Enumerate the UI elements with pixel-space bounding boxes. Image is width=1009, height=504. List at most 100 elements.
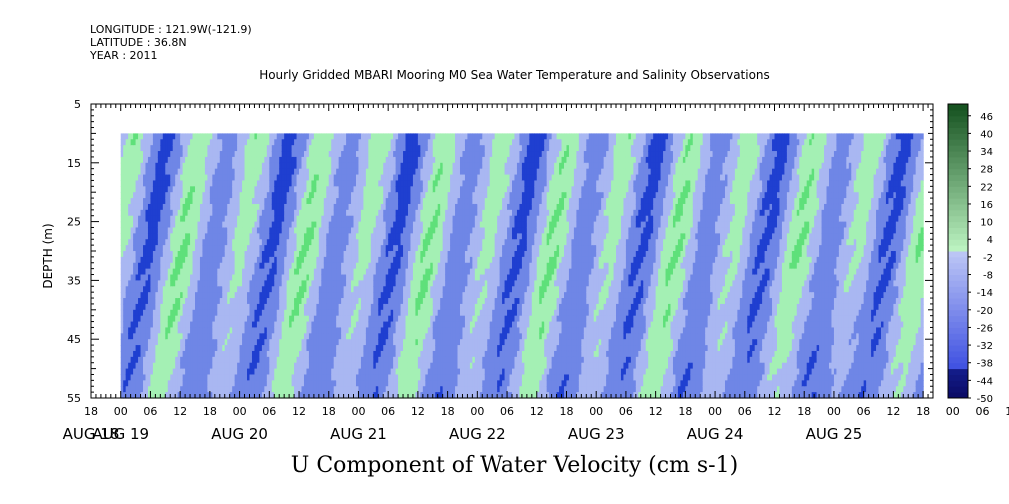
heatmap-cell <box>380 256 384 264</box>
heatmap-cell <box>187 303 191 311</box>
heatmap-cell <box>140 133 144 140</box>
heatmap-cell <box>140 262 144 270</box>
heatmap-cell <box>326 380 330 387</box>
heatmap-cell <box>296 309 300 317</box>
heatmap-cell <box>160 362 164 370</box>
heatmap-cell <box>182 215 186 223</box>
heatmap-cell <box>353 162 357 170</box>
heatmap-cell <box>130 162 134 170</box>
heatmap-cell <box>311 156 315 164</box>
heatmap-cell <box>360 298 365 305</box>
heatmap-cell <box>234 268 238 276</box>
heatmap-cell <box>145 356 149 364</box>
heatmap-cell <box>157 162 161 170</box>
heatmap-cell <box>378 386 382 393</box>
heatmap-cell <box>227 292 231 299</box>
heatmap-cell <box>172 345 176 352</box>
heatmap-cell <box>360 286 365 293</box>
heatmap-cell <box>247 251 251 258</box>
heatmap-cell <box>375 168 379 176</box>
heatmap-cell <box>259 151 263 158</box>
heatmap-cell <box>160 321 164 329</box>
heatmap-cell <box>182 386 186 393</box>
heatmap-cell <box>365 156 369 164</box>
heatmap-cell <box>269 133 273 140</box>
heatmap-cell <box>380 268 384 276</box>
heatmap-cell <box>130 215 134 223</box>
heatmap-cell <box>251 262 256 270</box>
heatmap-cell <box>214 151 218 158</box>
heatmap-cell <box>341 339 345 346</box>
heatmap-cell <box>195 180 199 187</box>
heatmap-cell <box>306 380 310 387</box>
heatmap-cell <box>177 362 181 370</box>
heatmap-cell <box>177 221 181 229</box>
heatmap-cell <box>326 315 330 323</box>
heatmap-cell <box>209 168 213 176</box>
heatmap-cell <box>195 386 199 393</box>
heatmap-cell <box>172 303 176 311</box>
heatmap-cell <box>380 198 384 205</box>
heatmap-cell <box>204 215 208 223</box>
heatmap-cell <box>247 245 251 252</box>
heatmap-cell <box>187 151 191 158</box>
heatmap-cell <box>365 292 369 299</box>
heatmap-cell <box>323 174 327 182</box>
heatmap-cell <box>182 368 186 376</box>
heatmap-cell <box>276 368 280 376</box>
heatmap-cell <box>217 168 221 176</box>
heatmap-cell <box>360 368 365 376</box>
heatmap-cell <box>157 251 161 258</box>
heatmap-cell <box>128 333 132 340</box>
heatmap-cell <box>368 209 372 217</box>
heatmap-cell <box>197 362 201 370</box>
heatmap-cell <box>256 192 260 199</box>
heatmap-cell <box>180 356 184 364</box>
heatmap-cell <box>197 303 201 311</box>
heatmap-cell <box>308 133 313 140</box>
heatmap-cell <box>299 251 303 258</box>
heatmap-cell <box>393 274 397 281</box>
heatmap-cell <box>358 315 362 323</box>
heatmap-cell <box>167 180 171 187</box>
heatmap-cell <box>368 362 372 370</box>
heatmap-cell <box>128 198 132 205</box>
heatmap-cell <box>326 209 330 217</box>
heatmap-cell <box>175 192 179 199</box>
heatmap-cell <box>120 286 124 293</box>
heatmap-cell <box>167 174 171 182</box>
heatmap-cell <box>152 315 156 323</box>
heatmap-cell <box>264 262 268 270</box>
heatmap-cell <box>281 203 285 211</box>
heatmap-cell <box>279 292 283 299</box>
heatmap-cell <box>190 321 194 329</box>
heatmap-cell <box>254 186 258 193</box>
heatmap-cell <box>182 156 186 164</box>
heatmap-cell <box>234 386 238 393</box>
heatmap-cell <box>190 180 194 187</box>
heatmap-cell <box>145 180 149 187</box>
heatmap-cell <box>259 345 263 352</box>
heatmap-cell <box>294 209 298 217</box>
heatmap-cell <box>279 386 283 393</box>
heatmap-cell <box>155 315 159 323</box>
heatmap-cell <box>167 186 171 193</box>
heatmap-cell <box>249 174 253 182</box>
heatmap-cell <box>123 280 127 287</box>
heatmap-cell <box>284 233 288 240</box>
heatmap-cell <box>296 368 300 376</box>
heatmap-cell <box>165 239 169 246</box>
heatmap-cell <box>333 245 337 252</box>
heatmap-cell <box>204 168 208 176</box>
heatmap-cell <box>318 356 322 364</box>
heatmap-cell <box>192 239 196 246</box>
heatmap-cell <box>303 350 308 358</box>
heatmap-cell <box>385 156 389 164</box>
heatmap-cell <box>222 303 226 311</box>
heatmap-cell <box>195 174 199 182</box>
heatmap-cell <box>192 245 196 252</box>
heatmap-cell <box>271 298 275 305</box>
heatmap-cell <box>160 268 164 276</box>
heatmap-cell <box>351 298 355 305</box>
heatmap-cell <box>165 262 169 270</box>
